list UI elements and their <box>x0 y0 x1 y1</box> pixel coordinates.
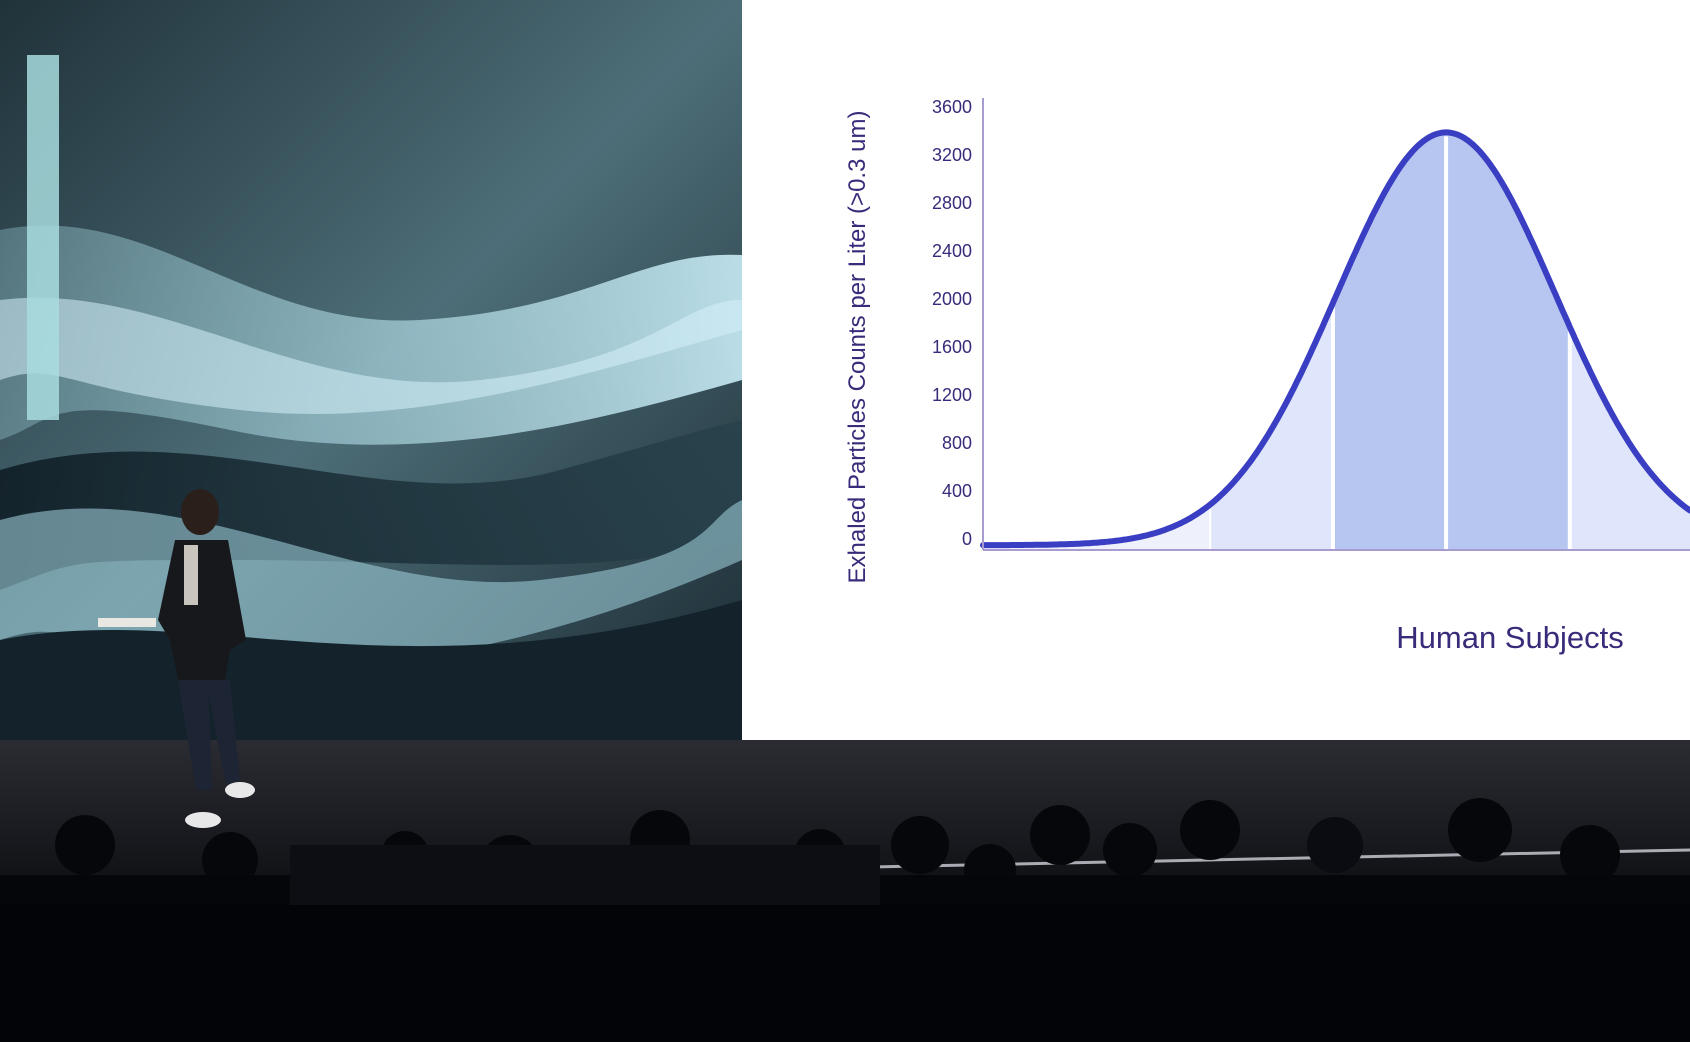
band-2 <box>1332 132 1447 550</box>
y-tick-label-2000: 2000 <box>932 289 972 309</box>
x-axis-label: Human Subjects <box>1396 620 1623 655</box>
y-tick-label-400: 400 <box>942 481 972 501</box>
y-tick-labels: 0 400 800 1200 1600 2000 2400 2800 3200 3600 <box>932 97 972 549</box>
left-led-screen <box>0 0 742 740</box>
y-tick-label-3200: 3200 <box>932 145 972 165</box>
y-tick-label-0: 0 <box>962 529 972 549</box>
y-tick-label-2800: 2800 <box>932 193 972 213</box>
distribution-bands <box>1207 132 1690 550</box>
audience-silhouettes <box>0 798 1690 1042</box>
y-tick-label-2400: 2400 <box>932 241 972 261</box>
distribution-curve <box>980 129 1690 549</box>
y-tick-label-800: 800 <box>942 433 972 453</box>
distribution-area <box>983 505 1210 550</box>
y-tick-label-3600: 3600 <box>932 97 972 117</box>
chart-slide: 0 400 800 1200 1600 2000 2400 2800 3200 3600 Huma… <box>742 0 1690 740</box>
speaker-figure <box>98 489 255 828</box>
y-axis-label: Exhaled Particles Counts per Liter (>0.3… <box>844 110 871 584</box>
y-tick-label-1200: 1200 <box>932 385 972 405</box>
y-tick-label-1600: 1600 <box>932 337 972 357</box>
band-3 <box>1446 132 1570 550</box>
band-1 <box>1209 302 1333 550</box>
band-4 <box>1569 327 1690 550</box>
